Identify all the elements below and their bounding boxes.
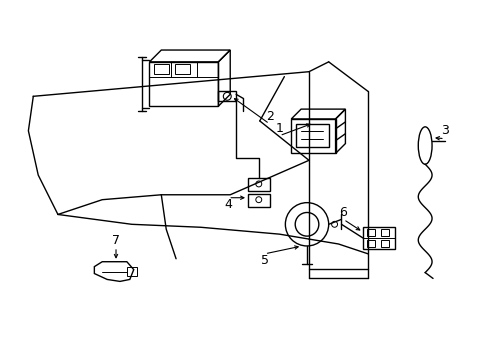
Text: 6: 6 xyxy=(339,206,346,219)
Bar xyxy=(366,240,374,247)
Text: 5: 5 xyxy=(260,254,268,267)
Bar xyxy=(175,64,189,74)
Bar xyxy=(380,229,388,236)
Text: 2: 2 xyxy=(265,111,273,123)
Bar xyxy=(154,64,169,74)
Text: 1: 1 xyxy=(275,122,283,135)
Text: 7: 7 xyxy=(112,234,120,247)
Bar xyxy=(126,267,137,276)
Bar xyxy=(380,240,388,247)
Text: 4: 4 xyxy=(224,198,232,211)
Bar xyxy=(366,229,374,236)
Text: 3: 3 xyxy=(440,124,448,137)
